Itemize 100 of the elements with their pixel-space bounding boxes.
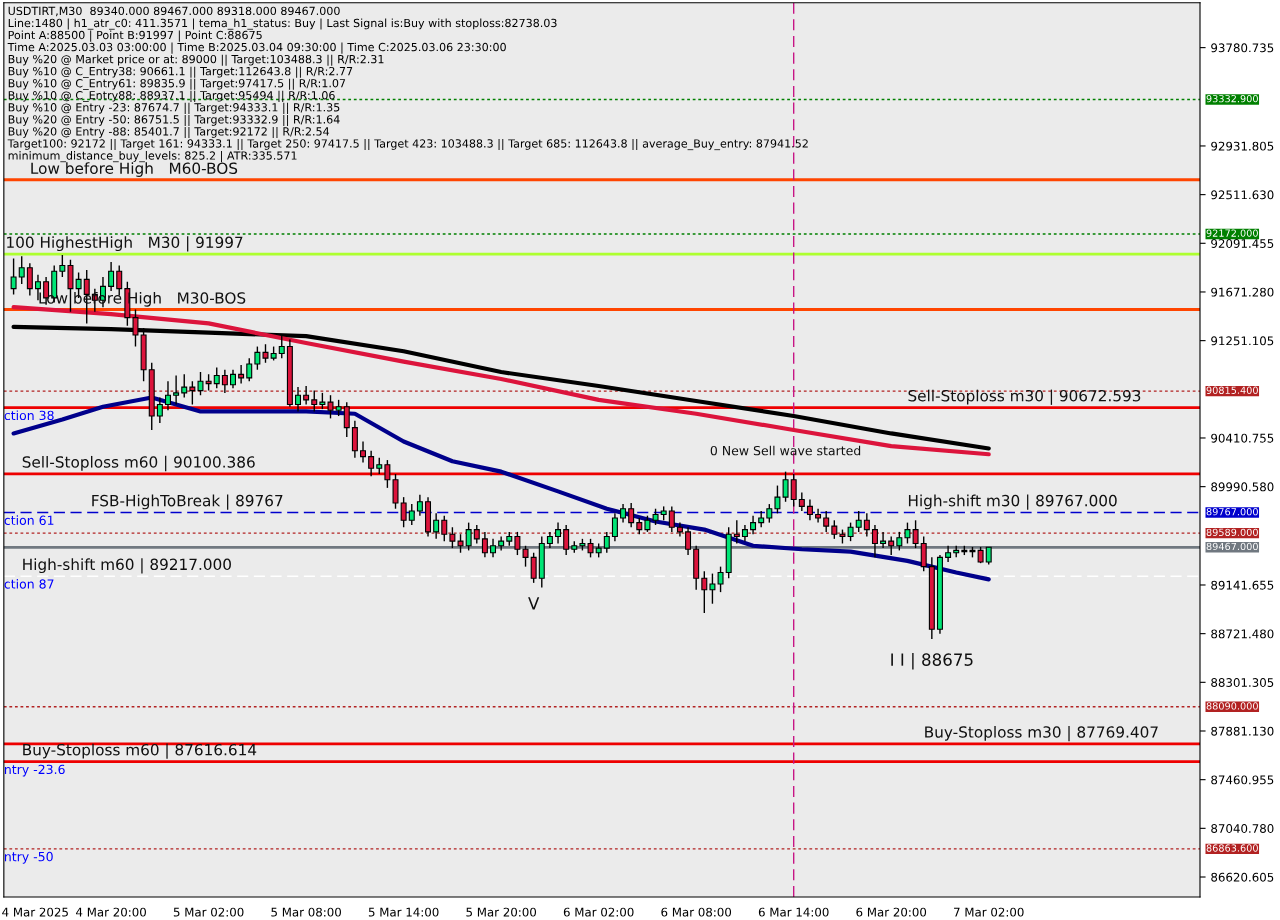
- annotation: V: [528, 597, 540, 610]
- candlestick: [238, 364, 245, 385]
- candlestick: [254, 345, 261, 371]
- y-tick-label: 91251.105: [1211, 336, 1274, 346]
- candlestick: [798, 491, 805, 512]
- candlestick: [465, 521, 472, 552]
- x-tick-label: 5 Mar 02:00: [173, 907, 244, 917]
- annotation: Buy %20 @ Market price or at: 89000 || Target:103488.3 || R/R:2.31: [8, 54, 384, 66]
- candlestick: [400, 496, 407, 528]
- y-tick-label: 92931.805: [1211, 141, 1274, 151]
- annotation: Low before High M60-BOS: [31, 162, 238, 177]
- annotation: 100 HighestHigh M30 | 91997: [7, 236, 243, 252]
- candlestick: [555, 521, 562, 545]
- x-tick-label: 6 Mar 14:00: [758, 907, 829, 917]
- annotation: I I | 88675: [891, 652, 973, 670]
- y-tick-label: 87881.130: [1211, 726, 1274, 736]
- candlestick: [701, 570, 708, 614]
- candlestick: [863, 512, 870, 538]
- candlestick: [457, 533, 464, 554]
- annotation: ntry -23.6: [4, 764, 65, 777]
- y-tick-label: 87460.955: [1211, 775, 1274, 785]
- candlestick: [823, 510, 830, 533]
- candlestick: [766, 503, 773, 524]
- annotation: Buy %10 @ C_Entry88: 88937.1 || Target:95494 || R/R:1.06: [8, 90, 335, 102]
- annotation: ntry -50: [4, 851, 53, 864]
- y-tick-label: 89141.655: [1211, 580, 1274, 590]
- candlestick: [668, 505, 675, 533]
- candlestick: [490, 538, 497, 559]
- annotation: Buy %20 @ Entry -50: 86751.5 || Target:93332.9 || R/R:1.64: [8, 114, 340, 127]
- candlestick: [230, 369, 236, 389]
- candlestick: [473, 524, 480, 545]
- y-tick-label: 93780.735: [1211, 43, 1274, 53]
- candlestick: [620, 503, 627, 524]
- candlestick: [360, 440, 367, 464]
- candlestick: [327, 394, 334, 420]
- annotation: Sell-Stoploss m60 | 90100.386: [22, 455, 255, 472]
- ref-line-label: 90815.400: [1206, 386, 1258, 394]
- annotation: Buy-Stoploss m30 | 87769.407: [925, 725, 1158, 742]
- y-tick-label: 91671.280: [1211, 287, 1274, 297]
- candlestick: [514, 531, 521, 556]
- candlestick: [481, 531, 488, 559]
- candlestick: [920, 535, 927, 572]
- candlestick: [888, 535, 895, 556]
- candlestick: [278, 334, 285, 359]
- candlestick: [433, 512, 440, 540]
- x-tick-label: 7 Mar 02:00: [954, 907, 1024, 917]
- y-tick-label: 88721.480: [1211, 629, 1274, 639]
- candlestick: [815, 508, 822, 524]
- candlestick: [603, 531, 610, 554]
- candlestick: [221, 369, 228, 394]
- candlestick: [880, 531, 887, 549]
- annotation: ction 87: [4, 579, 54, 589]
- candlestick: [108, 261, 115, 292]
- annotation: High-shift m60 | 89217.000: [23, 558, 231, 574]
- candlestick: [311, 389, 318, 413]
- y-tick-label: 90410.755: [1211, 433, 1274, 443]
- candlestick: [303, 385, 310, 406]
- ref-line-label: 92172.000: [1206, 229, 1258, 237]
- candlestick: [806, 498, 813, 522]
- candlestick: [750, 514, 757, 535]
- candlestick: [449, 526, 456, 549]
- candlestick: [246, 357, 253, 383]
- annotation: ction 38: [4, 410, 54, 421]
- candlestick: [530, 552, 537, 584]
- ref-line-label: 86863.600: [1206, 844, 1258, 852]
- candlestick: [10, 257, 17, 296]
- ref-line-label: 93332.900: [1206, 94, 1258, 103]
- annotation: Buy %10 @ C_Entry38: 90661.1 || Target:112643.8 || R/R:2.77: [8, 66, 353, 78]
- x-tick-label: 4 Mar 20:00: [76, 907, 146, 917]
- y-tick-label: 86620.605: [1211, 872, 1274, 882]
- candlestick: [611, 512, 618, 542]
- candlestick: [156, 396, 163, 424]
- annotation: Buy-Stoploss m60 | 87616.614: [23, 743, 257, 759]
- annotation: Point A:88500 | Point B:91997 | Point C:88675: [8, 30, 262, 42]
- candlestick: [59, 254, 66, 278]
- annotation: Buy %10 @ C_Entry61: 89835.9 || Target:97417.5 || R/R:1.07: [8, 78, 346, 90]
- candlestick: [416, 494, 423, 517]
- annotation: Buy %20 @ Entry -88: 85401.7 || Target:92172 || R/R:2.54: [8, 126, 330, 139]
- candlestick: [164, 380, 171, 411]
- y-tick-label: 87040.780: [1211, 824, 1274, 833]
- candlestick: [896, 531, 903, 552]
- candlestick: [197, 371, 204, 396]
- candlestick: [384, 459, 391, 489]
- x-tick-label: 4 Mar 2025: [2, 907, 68, 917]
- candlestick: [831, 519, 838, 540]
- candlestick: [441, 514, 448, 542]
- annotation: Line:1480 | h1_atr_c0: 411.3571 | tema_h1_status: Buy | Last Signal is:Buy with stoploss:82738.03: [8, 18, 557, 30]
- ref-line-label: 89467.000: [1206, 542, 1258, 551]
- y-tick-label: 89990.580: [1211, 482, 1274, 492]
- y-tick-label: 92511.630: [1211, 190, 1274, 200]
- candlestick: [173, 374, 180, 406]
- candlestick: [18, 255, 25, 285]
- x-tick-label: 5 Mar 14:00: [368, 907, 439, 917]
- candlestick: [26, 262, 33, 297]
- candlestick: [790, 473, 797, 508]
- candlestick: [685, 526, 692, 556]
- annotation: Time A:2025.03.03 03:00:00 | Time B:2025.03.04 09:30:00 | Time C:2025.03.06 23:30:00: [7, 42, 506, 54]
- candlestick: [871, 524, 878, 559]
- x-tick-label: 6 Mar 08:00: [661, 907, 732, 917]
- candlestick: [733, 519, 740, 545]
